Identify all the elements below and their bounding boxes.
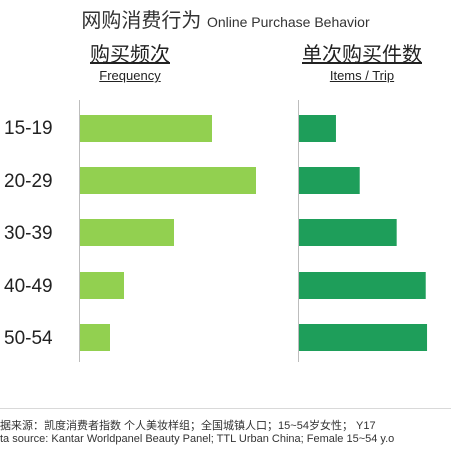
source-note-zh: 据来源：凯度消费者指数 个人美妆样组；全国城镇人口；15~54岁女性； Y17 [0, 420, 376, 432]
frequency-bar-40-49 [80, 272, 124, 299]
items-bar-50-54 [299, 324, 428, 351]
items-title-en: Items / Trip [329, 68, 395, 83]
frequency-bar-20-29 [80, 167, 256, 194]
items-bar-30-39 [299, 219, 397, 246]
items-axis-line [298, 100, 299, 362]
frequency-bar-15-19 [80, 115, 212, 142]
frequency-panel-title: 购买频次 Frequency [40, 42, 220, 84]
items-title-zh: 单次购买件数 [302, 44, 422, 66]
frequency-bar-50-54 [80, 324, 110, 351]
category-label-40-49: 40-49 [4, 276, 53, 297]
frequency-title-zh: 购买频次 [90, 44, 170, 66]
footer-divider [0, 408, 451, 409]
items-bar-40-49 [299, 272, 426, 299]
chart-title-zh: 网购消费行为 [81, 10, 202, 32]
source-note-en: ta source: Kantar Worldpanel Beauty Pane… [0, 433, 395, 445]
chart-title-en: Online Purchase Behavior [206, 14, 370, 30]
frequency-axis-line [79, 100, 80, 362]
category-label-15-19: 15-19 [4, 118, 53, 139]
category-label-30-39: 30-39 [4, 223, 53, 244]
frequency-bar-30-39 [80, 219, 174, 246]
category-label-20-29: 20-29 [4, 171, 53, 192]
frequency-title-en: Frequency [99, 68, 161, 83]
items-panel-title: 单次购买件数 Items / Trip [272, 42, 451, 84]
chart-title: 网购消费行为 Online Purchase Behavior [0, 4, 451, 33]
items-bar-15-19 [299, 115, 336, 142]
category-label-50-54: 50-54 [4, 328, 53, 349]
items-bar-20-29 [299, 167, 360, 194]
